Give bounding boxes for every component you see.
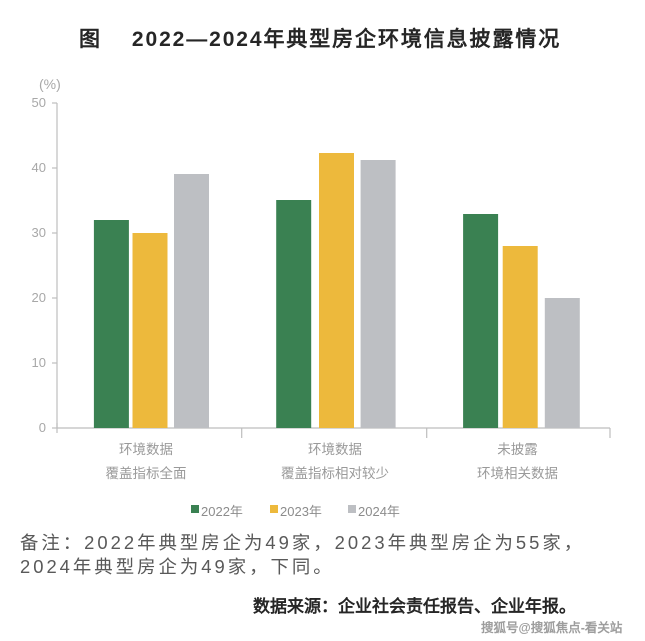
- svg-text:0: 0: [39, 420, 46, 435]
- svg-text:20: 20: [32, 290, 46, 305]
- svg-text:10: 10: [32, 355, 46, 370]
- svg-text:40: 40: [32, 160, 46, 175]
- svg-text:30: 30: [32, 225, 46, 240]
- svg-text:50: 50: [32, 95, 46, 110]
